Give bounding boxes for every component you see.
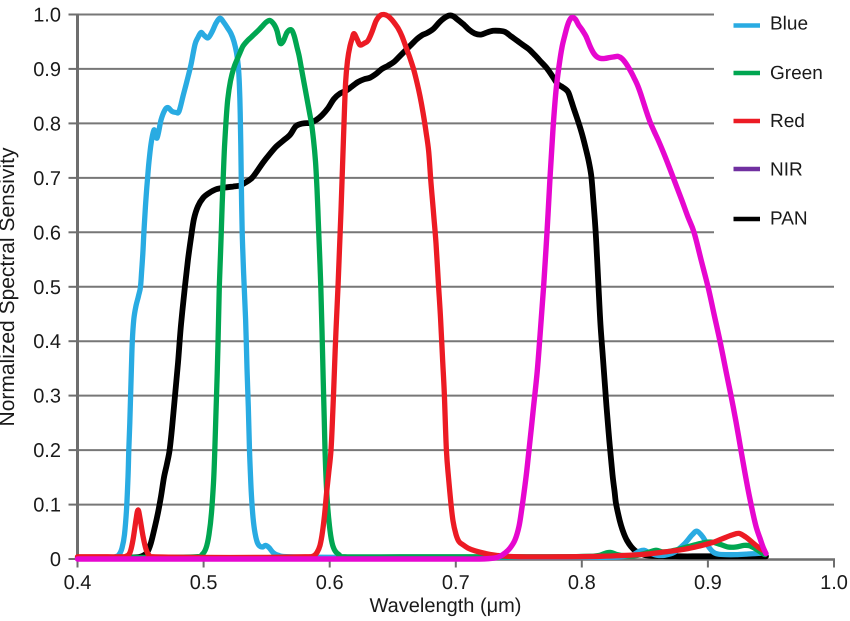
svg-text:0.1: 0.1 [33, 495, 61, 517]
svg-text:0.7: 0.7 [33, 168, 61, 190]
svg-text:0.4: 0.4 [64, 572, 92, 594]
svg-text:PAN: PAN [770, 209, 808, 230]
svg-text:0: 0 [50, 549, 61, 571]
svg-text:0.4: 0.4 [33, 331, 61, 353]
svg-text:0.5: 0.5 [33, 277, 61, 299]
svg-text:0.6: 0.6 [33, 222, 61, 244]
svg-text:Blue: Blue [770, 13, 808, 34]
svg-text:NIR: NIR [770, 159, 803, 180]
svg-text:0.7: 0.7 [442, 572, 470, 594]
svg-text:Normalized Spectral Sensivity: Normalized Spectral Sensivity [0, 147, 19, 426]
svg-text:Green: Green [770, 63, 823, 84]
svg-text:0.8: 0.8 [33, 113, 61, 135]
svg-text:Wavelength (μm): Wavelength (μm) [370, 595, 522, 617]
svg-text:0.8: 0.8 [568, 572, 596, 594]
svg-text:0.9: 0.9 [694, 572, 722, 594]
svg-text:1.0: 1.0 [33, 5, 61, 27]
svg-text:0.3: 0.3 [33, 386, 61, 408]
svg-text:Red: Red [770, 111, 805, 132]
svg-text:0.9: 0.9 [33, 59, 61, 81]
svg-text:0.2: 0.2 [33, 440, 61, 462]
svg-text:0.6: 0.6 [316, 572, 344, 594]
svg-text:0.5: 0.5 [190, 572, 218, 594]
svg-text:1.0: 1.0 [820, 572, 848, 594]
